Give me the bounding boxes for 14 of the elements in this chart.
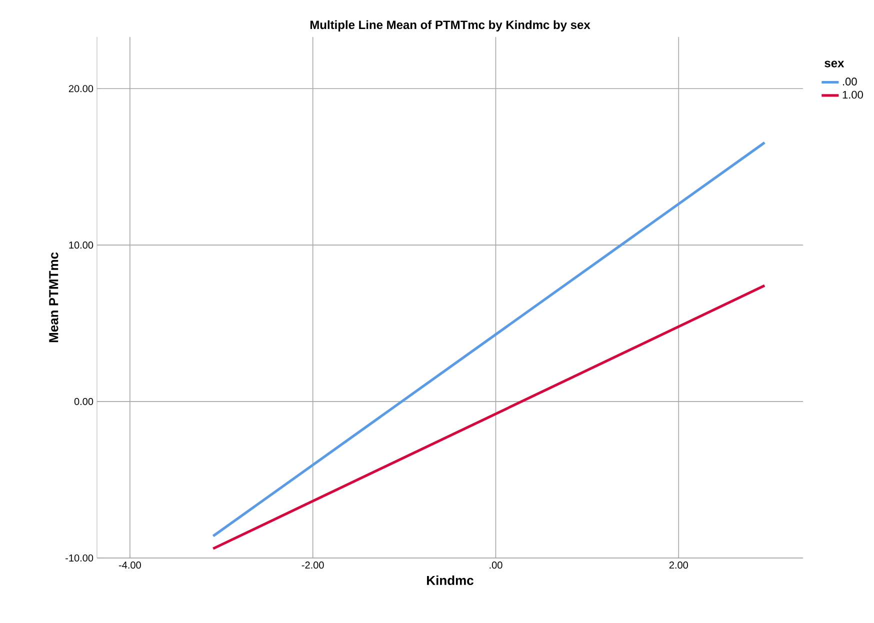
x-tick-label: -4.00 bbox=[118, 562, 141, 569]
x-tick-label: .00 bbox=[490, 562, 502, 569]
y-tick-label: -10.00 bbox=[66, 554, 94, 562]
y-tick-label: 20.00 bbox=[68, 85, 94, 92]
x-tick-label: -2.00 bbox=[302, 562, 324, 569]
legend-label: 1.00 bbox=[842, 90, 863, 99]
y-tick-label: 0.00 bbox=[74, 398, 94, 406]
legend-label: .00 bbox=[843, 78, 857, 86]
legend-title: sex bbox=[824, 60, 844, 68]
x-tick-label: 2.00 bbox=[669, 562, 688, 569]
y-axis-title: Mean PTMTmc bbox=[49, 252, 58, 342]
x-axis-title: Kindmc bbox=[427, 575, 474, 586]
chart-title: Multiple Line Mean of PTMTmc by Kindmc by sex bbox=[310, 20, 590, 32]
y-tick-label: 10.00 bbox=[69, 242, 94, 249]
